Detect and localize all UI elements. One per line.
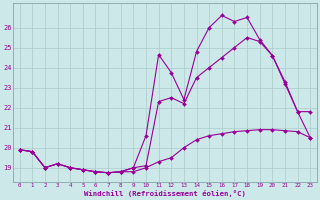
X-axis label: Windchill (Refroidissement éolien,°C): Windchill (Refroidissement éolien,°C) xyxy=(84,190,246,197)
